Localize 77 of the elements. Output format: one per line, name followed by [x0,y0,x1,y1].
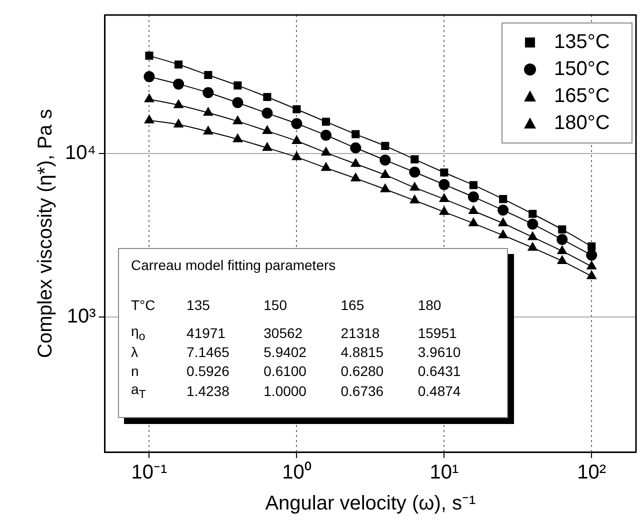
point [321,147,331,156]
point [232,116,243,124]
point [588,242,596,251]
point [203,107,213,116]
x-tick-label: 10² [577,462,606,484]
point [202,87,214,98]
point [232,97,244,108]
point [468,218,478,226]
point [144,114,154,124]
point [262,108,273,119]
point [174,60,183,69]
point [380,169,390,178]
x-tick-label: 10¹ [430,462,459,484]
point [380,154,391,166]
point [528,232,538,240]
y-tick-label: 10⁴ [64,142,96,164]
point [380,184,390,192]
point [174,100,184,108]
point [439,194,449,202]
point [234,81,242,90]
point [263,92,272,102]
point [173,78,184,90]
point [350,158,360,167]
point [321,162,331,171]
point [203,126,213,135]
point [439,206,449,215]
point [468,205,478,214]
point [144,94,154,102]
point [528,210,537,218]
point [586,270,596,280]
y-tick-label: 10³ [66,306,96,328]
point [322,118,330,126]
point [586,260,596,270]
point [204,70,212,80]
point [410,182,420,191]
legend-label: 165°C [554,85,610,108]
point [556,234,568,245]
annotation: Carreau model fitting parameters [131,257,337,273]
point [498,218,508,226]
point [292,152,302,160]
point [528,242,538,251]
point [292,136,302,144]
point [468,191,479,202]
point [527,218,538,230]
point [350,142,362,154]
point [557,246,567,254]
point [381,142,390,150]
legend-label: 150°C [554,58,610,80]
x-axis-title: Angular velocity (ω), s⁻¹ [265,492,476,515]
x-tick-label: 10⁻¹ [131,462,168,484]
point [440,168,448,177]
point [262,125,272,134]
y-axis-title: Complex viscosity (η*), Pa s [34,109,57,358]
point [557,256,567,264]
point [499,195,508,204]
legend-label: 135°C [554,31,610,54]
point [174,119,184,128]
point [292,105,301,114]
point [352,130,360,138]
point [410,194,420,204]
point [558,225,566,234]
legend-label: 180°C [554,112,610,134]
point [469,181,478,190]
x-tick-label: 10⁰ [282,460,312,484]
point [320,130,332,141]
point [438,179,450,190]
point [232,134,243,142]
point [291,118,302,130]
point [409,166,420,178]
point [586,250,598,261]
point [145,52,154,60]
point [350,172,360,182]
point [410,155,419,164]
point [144,71,155,82]
point [498,230,508,238]
point [498,204,509,216]
point [262,142,272,151]
